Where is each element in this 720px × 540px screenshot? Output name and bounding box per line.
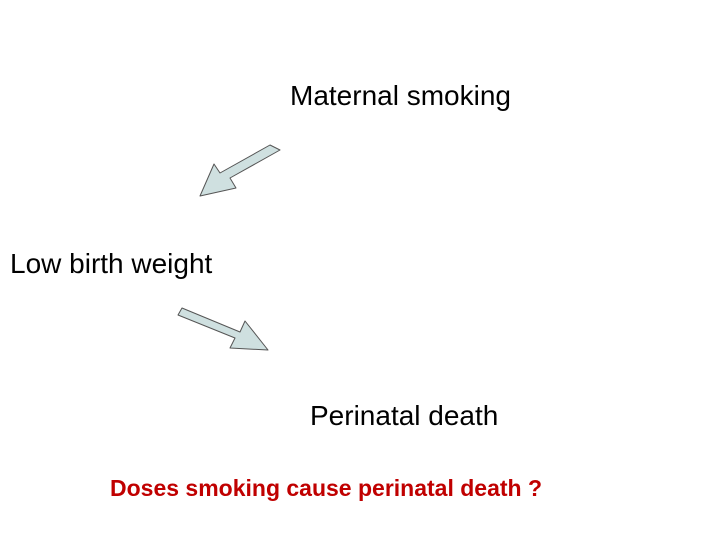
- arrow-1-icon: [190, 140, 290, 210]
- node-label: Low birth weight: [10, 248, 212, 279]
- node-low-birth-weight: Low birth weight: [10, 248, 212, 280]
- arrow-2-icon: [170, 300, 280, 370]
- question-label: Doses smoking cause perinatal death ?: [110, 475, 542, 501]
- node-perinatal-death: Perinatal death: [310, 400, 498, 432]
- node-label: Maternal smoking: [290, 80, 511, 111]
- question-text: Doses smoking cause perinatal death ?: [110, 475, 542, 502]
- node-maternal-smoking: Maternal smoking: [290, 80, 511, 112]
- node-label: Perinatal death: [310, 400, 498, 431]
